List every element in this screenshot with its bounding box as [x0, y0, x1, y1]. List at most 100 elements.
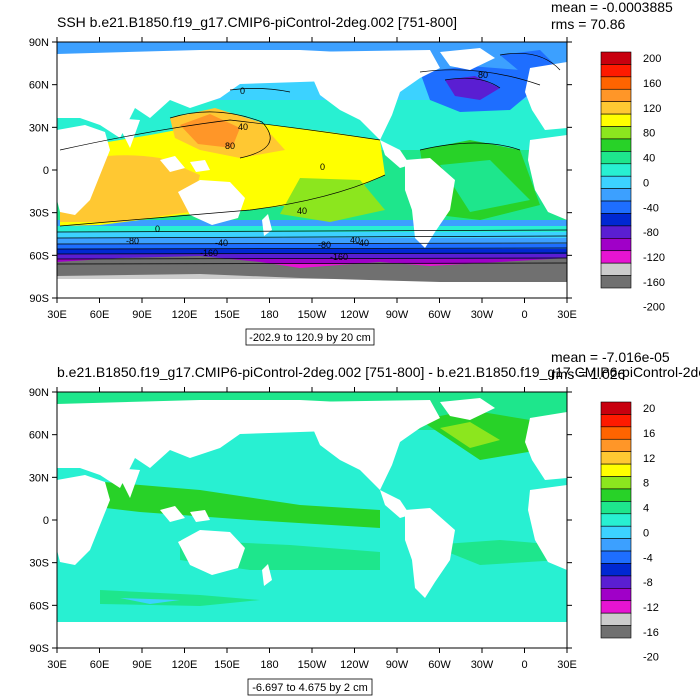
bottom-map-title: b.e21.B1850.f19_g17.CMIP6-piControl-2deg…	[57, 364, 700, 380]
colorbar-swatch	[600, 501, 632, 515]
lat-tick-label: 30N	[29, 472, 49, 484]
bottom-mean-stat: mean = -7.016e-05	[551, 349, 670, 365]
bottom-axis-ticks	[52, 387, 572, 653]
lat-tick-label: 30S	[29, 208, 49, 220]
top-contour-labels: 0 40 80 0 40 0 40 -40 -80 -160 -40 -80 -…	[126, 70, 488, 262]
colorbar-label: -20	[643, 652, 659, 664]
colorbar-label: 12	[643, 453, 655, 465]
svg-text:-40: -40	[356, 238, 369, 248]
colorbar-swatch	[600, 575, 632, 589]
lon-tick-label: 60W	[428, 309, 451, 321]
colorbar-swatch	[600, 225, 632, 239]
colorbar-swatch	[600, 113, 632, 127]
lat-tick-label: 60S	[29, 600, 49, 612]
bottom-colorbar	[600, 401, 632, 639]
lat-tick-label: 90N	[29, 37, 49, 49]
svg-text:-80: -80	[126, 236, 139, 246]
colorbar-swatch	[600, 76, 632, 90]
colorbar-label: 0	[643, 527, 649, 539]
bottom-rms-stat: rms = 1.026	[551, 366, 626, 382]
colorbar-swatch	[600, 401, 632, 415]
top-colorbar-labels: 200 160 120 80 40 0 -40 -80 -120 -160 -200	[643, 53, 665, 313]
lon-tick-label: 90W	[386, 309, 409, 321]
lat-tick-label: 60S	[29, 250, 49, 262]
top-contour-lines	[57, 52, 567, 265]
top-land-mask	[57, 48, 567, 298]
lon-tick-label: 180	[260, 309, 278, 321]
bottom-map-panel: b.e21.B1850.f19_g17.CMIP6-piControl-2deg…	[29, 349, 700, 696]
svg-text:0: 0	[240, 86, 245, 96]
lon-tick-label: 90E	[132, 659, 152, 671]
colorbar-swatch	[600, 463, 632, 477]
colorbar-swatch	[600, 163, 632, 177]
colorbar-swatch	[600, 238, 632, 252]
colorbar-label: 16	[643, 428, 655, 440]
bottom-range-note: -6.697 to 4.675 by 2 cm	[252, 682, 368, 694]
lat-tick-label: 0	[43, 165, 49, 177]
lon-tick-label: 30W	[471, 659, 494, 671]
colorbar-swatch	[600, 175, 632, 189]
colorbar-swatch	[600, 250, 632, 264]
svg-text:-160: -160	[330, 252, 348, 262]
top-colorbar	[600, 51, 632, 289]
colorbar-swatch	[600, 625, 632, 639]
colorbar-label: -16	[643, 627, 659, 639]
colorbar-label: 40	[643, 153, 655, 165]
colorbar-swatch	[600, 451, 632, 465]
lat-tick-label: 60N	[29, 430, 49, 442]
lat-tick-label: 90S	[29, 643, 49, 655]
top-axis-ticks	[52, 37, 572, 303]
colorbar-swatch	[600, 476, 632, 490]
lon-tick-label: 150W	[298, 309, 327, 321]
top-range-note: -202.9 to 120.9 by 20 cm	[249, 332, 371, 344]
colorbar-label: 20	[643, 403, 655, 415]
lon-tick-label: 120E	[172, 659, 198, 671]
svg-text:0: 0	[155, 224, 160, 234]
lon-tick-label: 150E	[214, 659, 240, 671]
svg-text:0: 0	[320, 162, 325, 172]
colorbar-swatch	[600, 64, 632, 78]
colorbar-swatch	[600, 588, 632, 602]
svg-text:40: 40	[238, 122, 248, 132]
top-map-title: SSH b.e21.B1850.f19_g17.CMIP6-piControl-…	[57, 14, 457, 30]
lon-tick-label: 0	[521, 309, 527, 321]
colorbar-swatch	[600, 600, 632, 614]
svg-text:80: 80	[225, 141, 235, 151]
colorbar-swatch	[600, 426, 632, 440]
colorbar-swatch	[600, 126, 632, 140]
lat-tick-label: 30N	[29, 122, 49, 134]
lon-tick-label: 60W	[428, 659, 451, 671]
lon-tick-label: 90W	[386, 659, 409, 671]
lon-tick-label: 30E	[47, 309, 67, 321]
top-map-panel: SSH b.e21.B1850.f19_g17.CMIP6-piControl-…	[29, 0, 673, 346]
colorbar-swatch	[600, 414, 632, 428]
top-map-field: 0 40 80 0 40 0 40 -40 -80 -160 -40 -80 -…	[57, 42, 567, 298]
colorbar-label: -4	[643, 552, 653, 564]
top-rms-stat: rms = 70.86	[551, 16, 626, 32]
colorbar-swatch	[600, 563, 632, 577]
svg-text:-160: -160	[200, 248, 218, 258]
colorbar-label: -80	[643, 227, 659, 239]
colorbar-label: -160	[643, 277, 665, 289]
colorbar-swatch	[600, 101, 632, 115]
colorbar-label: 0	[643, 177, 649, 189]
lon-tick-label: 120E	[172, 309, 198, 321]
colorbar-label: 120	[643, 103, 661, 115]
colorbar-label: -40	[643, 202, 659, 214]
colorbar-swatch	[600, 488, 632, 502]
lat-tick-label: 30S	[29, 558, 49, 570]
top-lat-labels: 90N 60N 30N 0 30S 60S 90S	[29, 37, 49, 305]
colorbar-swatch	[600, 213, 632, 227]
colorbar-swatch	[600, 262, 632, 276]
lon-tick-label: 120W	[340, 309, 369, 321]
colorbar-swatch	[600, 538, 632, 552]
colorbar-swatch	[600, 51, 632, 65]
colorbar-swatch	[600, 550, 632, 564]
svg-text:40: 40	[350, 235, 360, 245]
colorbar-swatch	[600, 151, 632, 165]
colorbar-label: -8	[643, 577, 653, 589]
colorbar-swatch	[600, 525, 632, 539]
lat-tick-label: 0	[43, 515, 49, 527]
lon-tick-label: 60E	[90, 309, 110, 321]
